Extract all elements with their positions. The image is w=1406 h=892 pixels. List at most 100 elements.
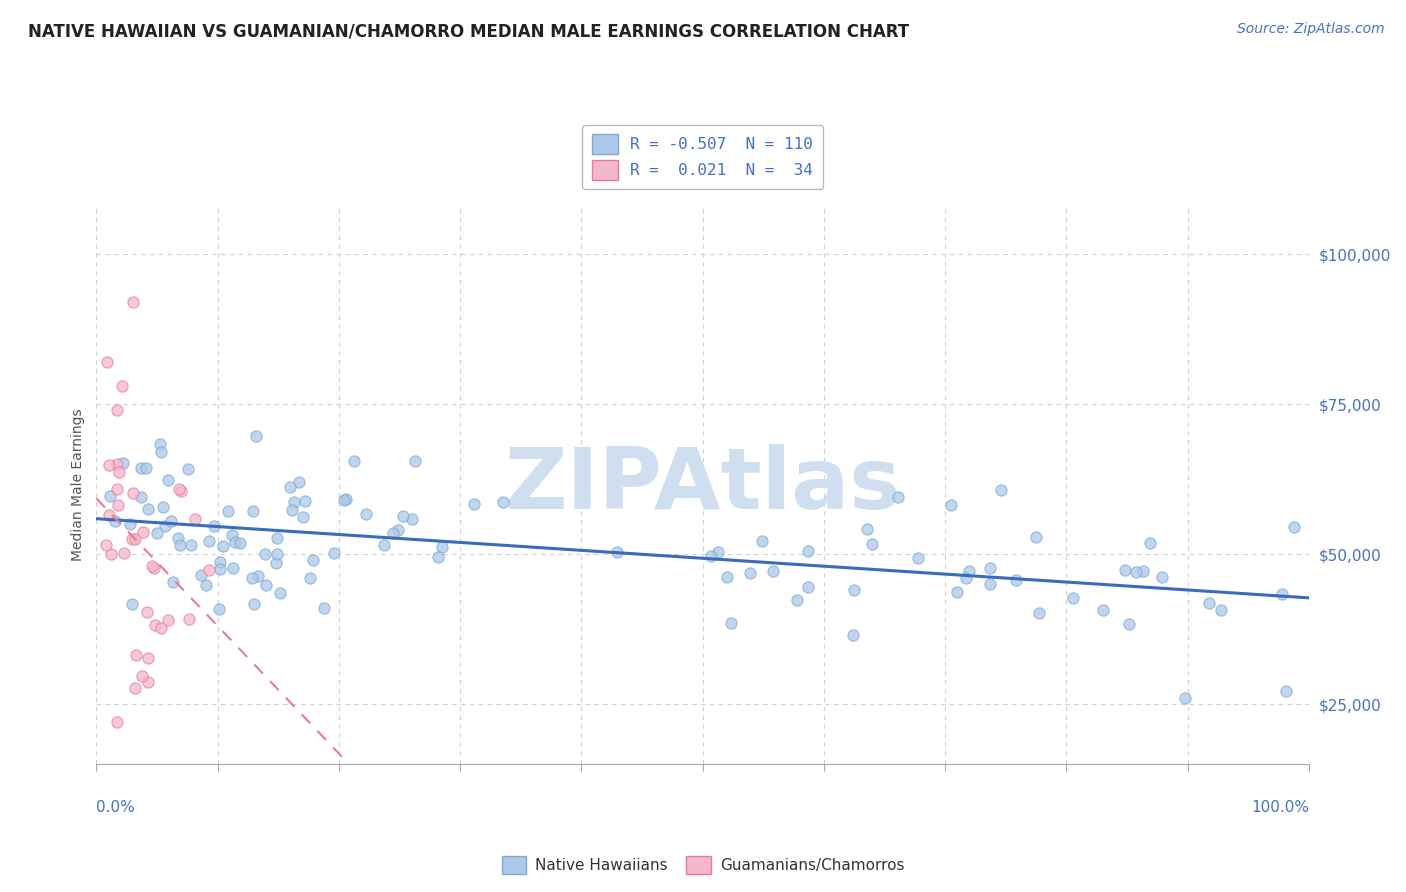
Text: ZIPAtlas: ZIPAtlas [505,443,901,526]
Point [401,512,423,526]
Point [492,495,515,509]
Point [167,532,190,546]
Point [762,565,785,579]
Legend: R = -0.507  N = 110, R =  0.021  N =  34: R = -0.507 N = 110, R = 0.021 N = 34 [582,125,823,189]
Point [335,491,357,506]
Point [283,495,305,509]
Point [179,612,201,626]
Point [120,516,142,531]
Point [796,544,818,558]
Point [197,563,219,577]
Point [844,582,866,597]
Point [1004,573,1026,587]
Point [281,503,304,517]
Point [387,523,409,537]
Point [152,500,174,515]
Point [111,456,134,470]
Point [404,453,426,467]
Point [302,553,325,567]
Point [887,490,910,504]
Y-axis label: Median Male Earnings: Median Male Earnings [72,409,86,561]
Text: 100.0%: 100.0% [1251,800,1309,815]
Point [333,493,356,508]
Point [208,555,231,569]
Point [208,601,231,615]
Point [278,480,301,494]
Point [111,379,134,393]
Point [129,490,152,504]
Point [1211,602,1233,616]
Point [132,524,155,539]
Point [245,429,267,443]
Point [373,538,395,552]
Point [135,605,157,619]
Point [195,578,218,592]
Point [700,549,723,563]
Point [432,540,454,554]
Point [124,681,146,695]
Point [97,508,120,523]
Point [149,445,172,459]
Point [751,533,773,548]
Point [162,574,184,589]
Point [955,571,977,585]
Point [298,571,321,585]
Point [131,669,153,683]
Point [105,402,128,417]
Point [856,522,879,536]
Point [121,532,143,546]
Point [1198,596,1220,610]
Point [100,547,122,561]
Point [254,578,277,592]
Point [716,570,738,584]
Point [135,460,157,475]
Point [105,482,128,496]
Point [343,454,366,468]
Point [707,545,730,559]
Point [167,483,190,497]
Point [606,545,628,559]
Text: Source: ZipAtlas.com: Source: ZipAtlas.com [1237,22,1385,37]
Point [240,571,263,585]
Point [98,489,121,503]
Point [1152,570,1174,584]
Text: NATIVE HAWAIIAN VS GUAMANIAN/CHAMORRO MEDIAN MALE EARNINGS CORRELATION CHART: NATIVE HAWAIIAN VS GUAMANIAN/CHAMORRO ME… [28,22,910,40]
Point [129,461,152,475]
Point [312,600,335,615]
Point [209,562,232,576]
Point [1174,691,1197,706]
Point [124,532,146,546]
Point [322,546,344,560]
Point [222,561,245,575]
Point [1028,606,1050,620]
Point [1270,586,1292,600]
Point [143,561,166,575]
Point [184,512,207,526]
Point [202,518,225,533]
Point [720,616,742,631]
Point [463,497,485,511]
Legend: Native Hawaiians, Guamanians/Chamorros: Native Hawaiians, Guamanians/Chamorros [495,850,911,880]
Point [907,550,929,565]
Point [990,483,1012,497]
Point [122,295,145,310]
Point [1125,565,1147,579]
Point [269,586,291,600]
Point [169,538,191,552]
Point [141,558,163,573]
Point [264,556,287,570]
Point [427,550,450,565]
Point [156,613,179,627]
Point [946,585,969,599]
Point [957,564,980,578]
Point [1118,617,1140,632]
Point [979,561,1001,575]
Point [229,536,252,550]
Point [146,525,169,540]
Point [1063,591,1085,605]
Point [150,621,173,635]
Point [1139,536,1161,550]
Point [860,537,883,551]
Point [104,514,127,528]
Point [221,527,243,541]
